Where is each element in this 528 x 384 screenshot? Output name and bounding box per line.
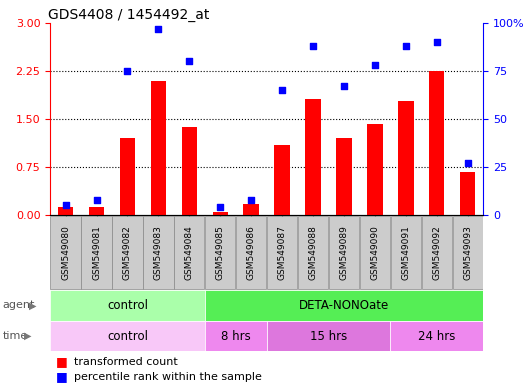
Point <box>432 39 441 45</box>
Point <box>340 83 348 89</box>
Point <box>371 62 379 68</box>
Text: GSM549086: GSM549086 <box>247 225 256 280</box>
Point <box>402 43 410 49</box>
Point <box>464 160 472 166</box>
Bar <box>275 145 290 215</box>
Text: ▶: ▶ <box>24 331 32 341</box>
Text: percentile rank within the sample: percentile rank within the sample <box>74 372 262 382</box>
Bar <box>112 216 143 289</box>
Bar <box>50 290 205 321</box>
Bar <box>205 290 483 321</box>
Bar <box>267 216 297 289</box>
Bar <box>421 216 452 289</box>
Bar <box>329 216 359 289</box>
Point <box>247 197 256 203</box>
Text: 8 hrs: 8 hrs <box>221 329 251 343</box>
Text: transformed count: transformed count <box>74 357 177 367</box>
Point <box>216 204 224 210</box>
Bar <box>305 99 321 215</box>
Bar <box>50 321 205 351</box>
Point <box>123 68 131 74</box>
Bar <box>174 216 204 289</box>
Text: GSM549090: GSM549090 <box>370 225 380 280</box>
Bar <box>81 216 112 289</box>
Text: GSM549083: GSM549083 <box>154 225 163 280</box>
Text: GSM549084: GSM549084 <box>185 225 194 280</box>
Text: DETA-NONOate: DETA-NONOate <box>299 299 389 312</box>
Bar <box>336 138 352 215</box>
Bar <box>391 216 421 289</box>
Text: GSM549080: GSM549080 <box>61 225 70 280</box>
Text: GSM549088: GSM549088 <box>308 225 317 280</box>
Text: GSM549087: GSM549087 <box>278 225 287 280</box>
Point <box>185 58 194 65</box>
Text: GSM549091: GSM549091 <box>401 225 410 280</box>
Text: control: control <box>107 299 148 312</box>
Bar <box>267 321 390 351</box>
Bar <box>360 216 390 289</box>
Bar <box>120 138 135 215</box>
Bar <box>51 216 81 289</box>
Text: GSM549089: GSM549089 <box>340 225 348 280</box>
Point <box>92 197 101 203</box>
Point <box>61 202 70 209</box>
Point <box>278 87 286 93</box>
Bar <box>398 101 413 215</box>
Text: ■: ■ <box>55 355 67 368</box>
Point <box>309 43 317 49</box>
Bar <box>205 321 267 351</box>
Text: GSM549092: GSM549092 <box>432 225 441 280</box>
Text: GSM549081: GSM549081 <box>92 225 101 280</box>
Bar <box>452 216 483 289</box>
Text: GSM549093: GSM549093 <box>463 225 472 280</box>
Bar <box>143 216 174 289</box>
Point <box>154 26 163 32</box>
Bar <box>243 204 259 215</box>
Text: ▶: ▶ <box>29 300 36 310</box>
Bar <box>89 207 105 215</box>
Bar <box>298 216 328 289</box>
Bar <box>429 71 445 215</box>
Text: control: control <box>107 329 148 343</box>
Text: 24 hrs: 24 hrs <box>418 329 456 343</box>
Bar <box>182 127 197 215</box>
Bar <box>390 321 483 351</box>
Bar <box>236 216 266 289</box>
Bar <box>367 124 383 215</box>
Text: 15 hrs: 15 hrs <box>310 329 347 343</box>
Bar <box>460 172 475 215</box>
Bar <box>212 212 228 215</box>
Text: time: time <box>3 331 28 341</box>
Text: ■: ■ <box>55 370 67 383</box>
Bar <box>205 216 235 289</box>
Bar <box>150 81 166 215</box>
Text: agent: agent <box>3 300 35 310</box>
Text: GDS4408 / 1454492_at: GDS4408 / 1454492_at <box>48 8 210 22</box>
Text: GSM549085: GSM549085 <box>216 225 225 280</box>
Text: GSM549082: GSM549082 <box>123 225 132 280</box>
Bar <box>58 207 73 215</box>
